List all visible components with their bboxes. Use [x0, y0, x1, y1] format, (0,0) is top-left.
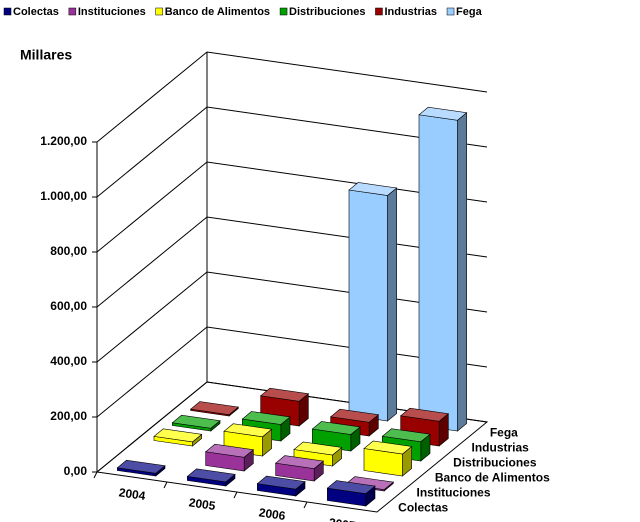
legend-swatch — [68, 7, 77, 16]
legend-swatch — [279, 7, 288, 16]
bar — [256, 475, 306, 497]
bar-top — [381, 428, 431, 443]
x-tick-label: 2004 — [118, 485, 147, 503]
y-tick-label: 200,00 — [50, 409, 87, 423]
x-tick — [93, 471, 98, 479]
bar — [153, 428, 203, 447]
bar-top — [274, 455, 325, 469]
depth-label: Industrias — [472, 441, 530, 455]
bar-top — [256, 475, 306, 490]
depth-label: Fega — [490, 426, 518, 440]
bar-top — [116, 459, 166, 474]
legend-swatch — [155, 7, 163, 16]
bar — [116, 459, 166, 477]
bar-front — [348, 189, 388, 422]
bar — [363, 440, 413, 477]
bar-front — [418, 114, 458, 432]
bar — [171, 414, 221, 432]
bar-top — [363, 440, 413, 455]
bar-top — [223, 423, 273, 438]
y-axis-label: Millares — [20, 47, 72, 63]
x-tick-label: 2006 — [258, 505, 287, 522]
legend-label: Instituciones — [78, 6, 146, 18]
depth-label: Instituciones — [417, 486, 491, 500]
bar-top — [241, 411, 291, 425]
legend-swatch — [3, 7, 12, 16]
bar-top — [418, 106, 468, 121]
bar — [311, 421, 361, 452]
legend-swatch — [375, 7, 383, 16]
depth-label: Distribuciones — [453, 456, 537, 470]
y-tick-label: 1.200,00 — [40, 134, 87, 148]
bar-top — [259, 387, 310, 402]
legend-swatch — [446, 7, 455, 16]
bar-top — [204, 443, 255, 458]
legend-label: Industrias — [384, 6, 437, 18]
x-tick — [163, 481, 168, 489]
y-tick-label: 1.000,00 — [40, 189, 87, 203]
bar-top — [171, 414, 221, 429]
y-tick-label: 400,00 — [50, 354, 87, 368]
bar-side — [387, 187, 397, 422]
bar — [274, 455, 325, 482]
x-tick-label: 2005 — [188, 495, 217, 513]
bar-side — [457, 112, 467, 432]
bar — [326, 480, 376, 507]
bar — [186, 468, 236, 487]
bar — [204, 443, 255, 472]
y-tick-label: 0,00 — [64, 464, 88, 478]
bar-top — [311, 421, 361, 435]
bar-top — [153, 428, 203, 443]
bar-top — [293, 441, 343, 456]
y-tick-label: 600,00 — [50, 299, 87, 313]
bar-top — [186, 468, 236, 483]
x-tick-label: 2007 — [328, 515, 357, 522]
bar-top — [326, 480, 376, 494]
legend-label: Distribuciones — [289, 6, 365, 18]
bar-top — [189, 401, 240, 415]
legend-label: Colectas — [13, 6, 59, 18]
x-tick — [303, 501, 308, 509]
depth-label: Banco de Alimentos — [435, 471, 550, 485]
bar-top — [348, 182, 398, 196]
bar — [348, 182, 398, 422]
depth-label: Colectas — [398, 501, 448, 515]
bar — [418, 106, 468, 432]
bar — [189, 401, 240, 417]
bar-top — [329, 408, 380, 423]
legend-label: Fega — [456, 6, 483, 18]
legend-label: Banco de Alimentos — [165, 6, 270, 18]
x-tick — [233, 491, 238, 499]
bar-top — [399, 407, 450, 422]
y-tick-label: 800,00 — [50, 244, 87, 258]
